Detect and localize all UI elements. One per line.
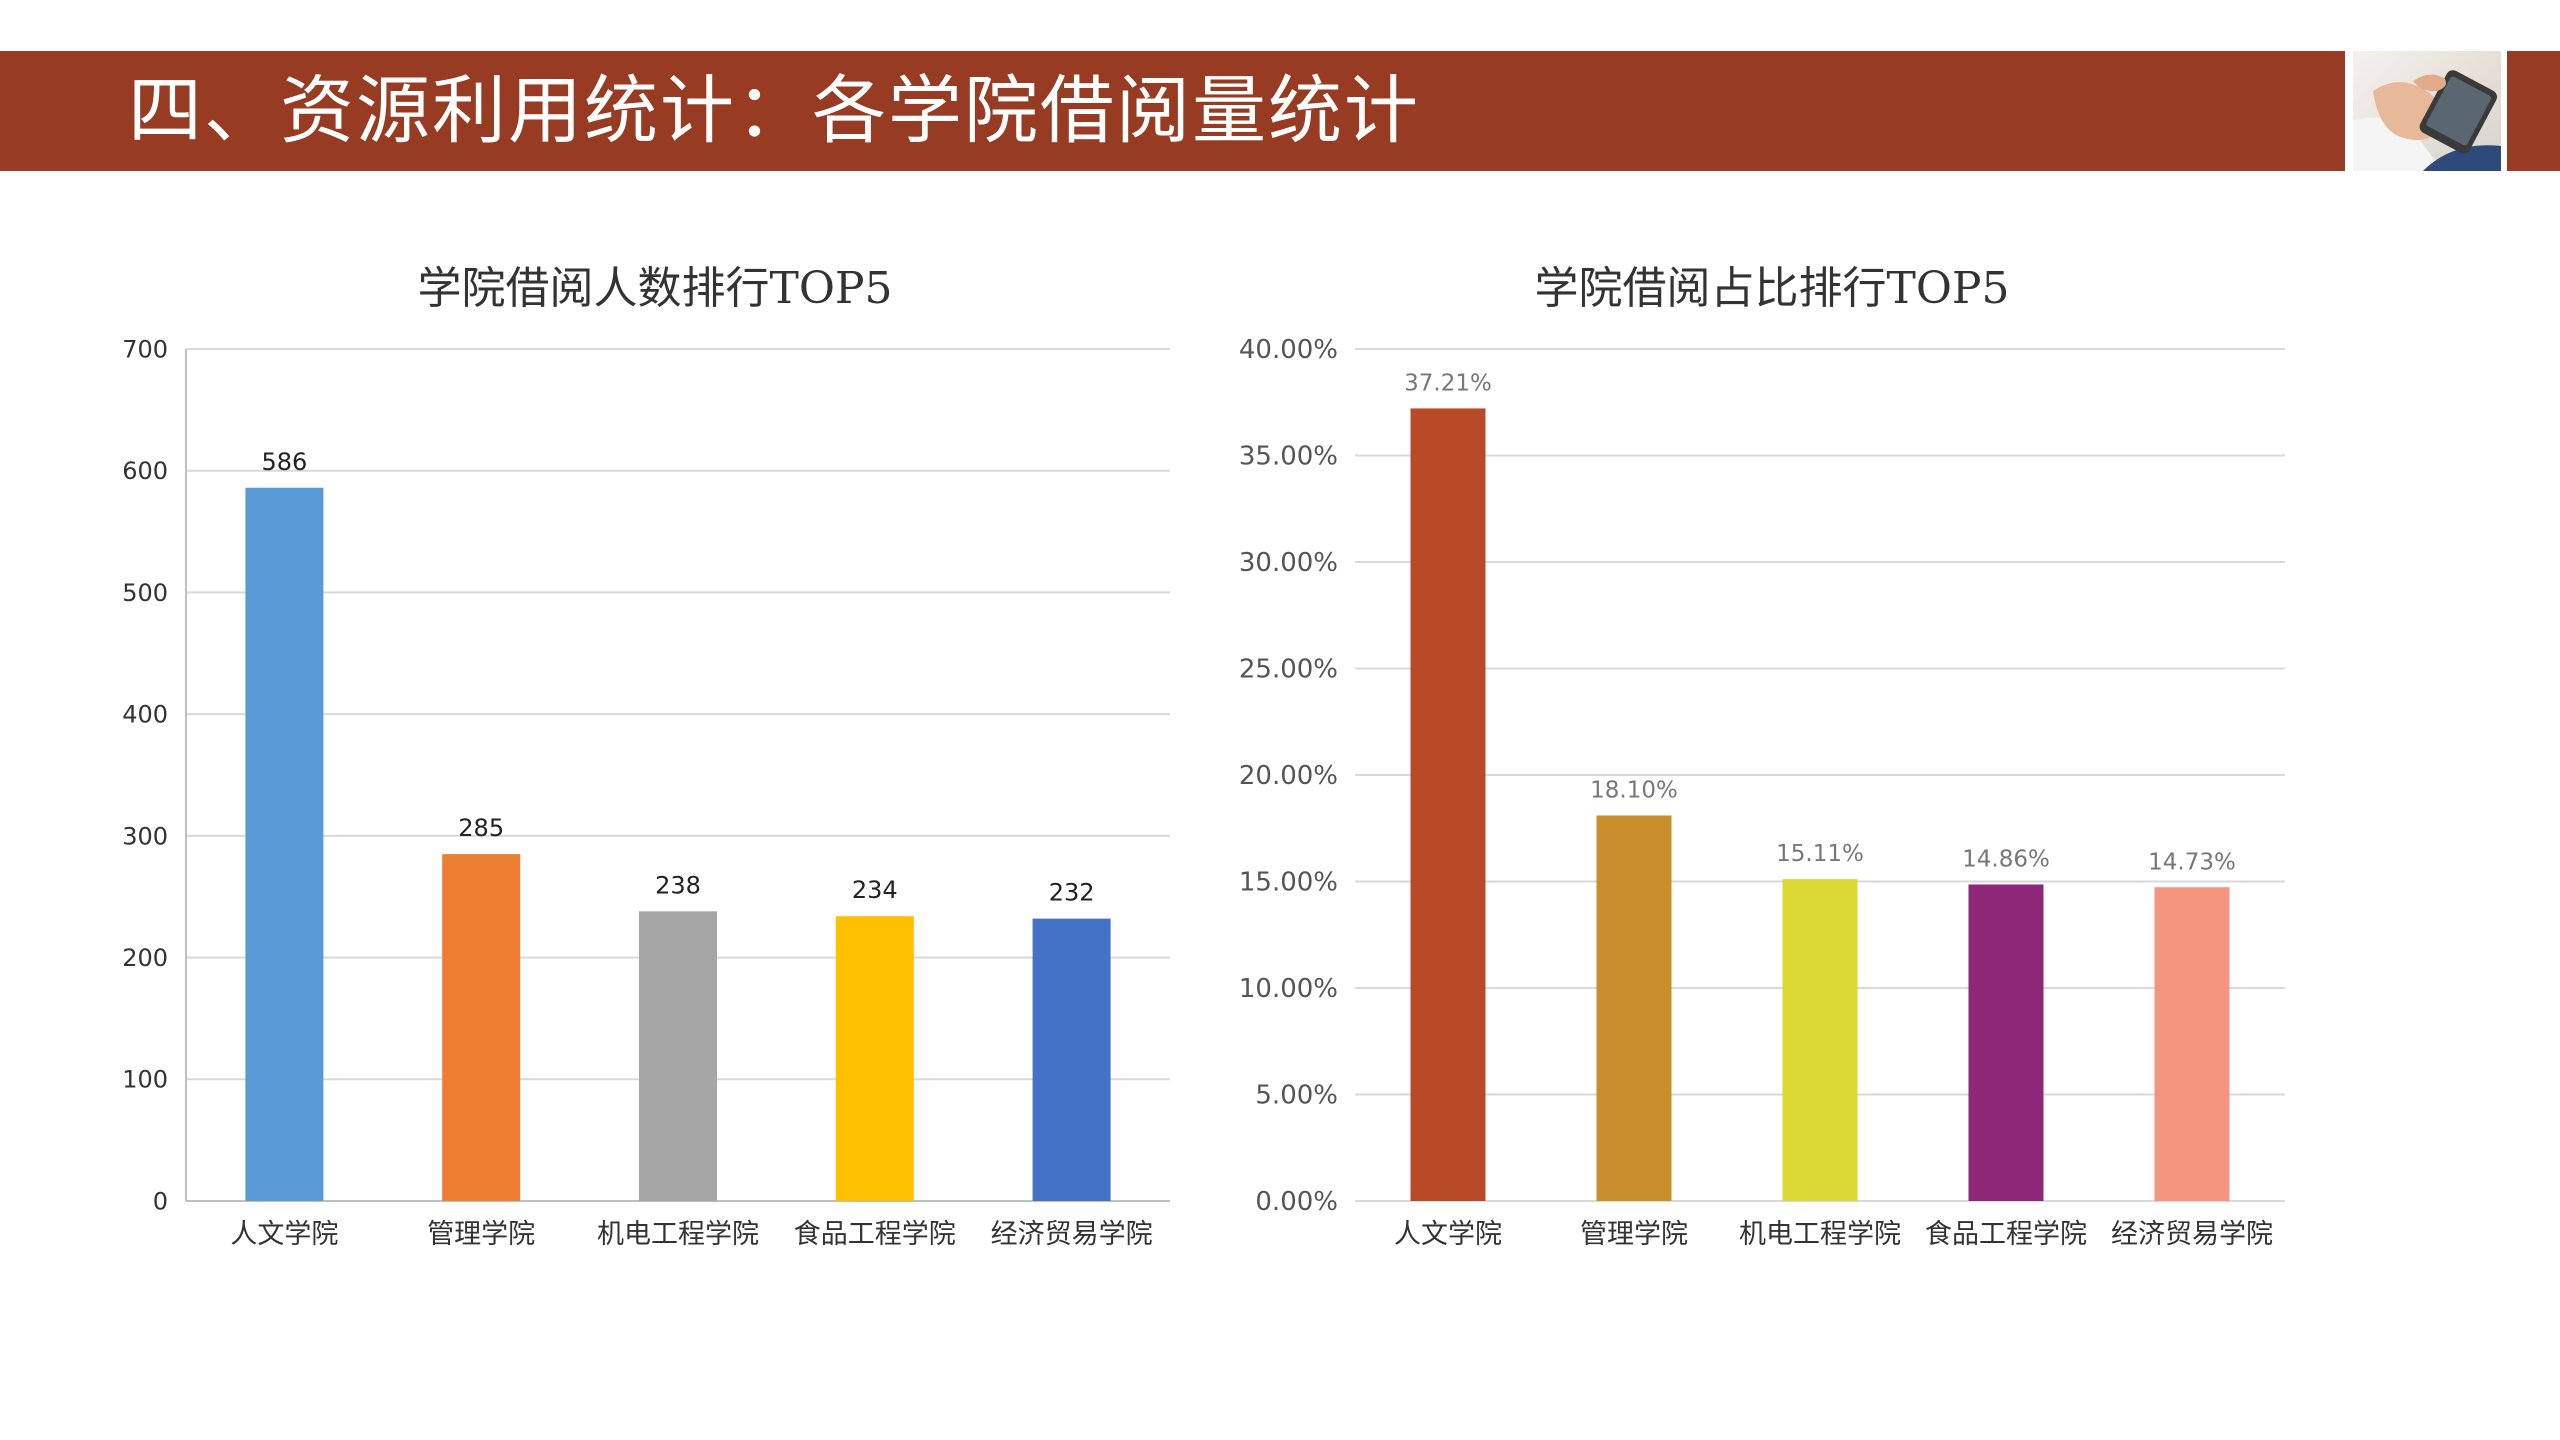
y-tick-label: 500 <box>122 579 168 607</box>
data-label: 15.11% <box>1776 841 1864 867</box>
bar <box>2154 887 2230 1201</box>
x-category-label: 食品工程学院 <box>794 1219 956 1250</box>
y-tick-label: 100 <box>122 1066 168 1094</box>
data-label: 234 <box>852 876 898 904</box>
y-tick-label: 700 <box>122 335 168 363</box>
chart-title-share: 学院借阅占比排行TOP5 <box>1534 263 2010 314</box>
y-tick-label: 600 <box>122 457 168 485</box>
x-category-label: 人文学院 <box>1394 1219 1502 1250</box>
bar <box>1596 815 1672 1201</box>
x-category-label: 人文学院 <box>230 1219 338 1250</box>
bar <box>245 487 324 1201</box>
data-label: 37.21% <box>1404 370 1492 396</box>
bar <box>442 854 521 1201</box>
y-tick-label: 0.00% <box>1255 1187 1338 1217</box>
y-tick-label: 5.00% <box>1255 1081 1338 1111</box>
bar <box>1032 918 1111 1201</box>
x-category-label: 管理学院 <box>1580 1219 1688 1250</box>
y-tick-label: 10.00% <box>1239 974 1338 1004</box>
y-tick-label: 25.00% <box>1239 655 1338 685</box>
bar <box>835 916 914 1201</box>
data-label: 14.86% <box>1962 846 2050 872</box>
y-tick-label: 200 <box>122 944 168 972</box>
x-category-label: 经济贸易学院 <box>991 1219 1153 1250</box>
phone-photo-image <box>2353 51 2501 171</box>
y-tick-label: 20.00% <box>1239 761 1338 791</box>
y-tick-label: 15.00% <box>1239 868 1338 898</box>
y-tick-label: 300 <box>122 822 168 850</box>
data-label: 18.10% <box>1590 777 1678 803</box>
bar <box>1968 884 2044 1201</box>
y-tick-label: 400 <box>122 701 168 729</box>
y-tick-label: 30.00% <box>1239 548 1338 578</box>
x-category-label: 机电工程学院 <box>1739 1219 1901 1250</box>
data-label: 285 <box>458 814 504 842</box>
data-label: 14.73% <box>2148 849 2236 875</box>
header-band-end <box>2507 51 2560 171</box>
bar <box>639 911 717 1201</box>
bar <box>1410 408 1486 1201</box>
y-tick-label: 0 <box>153 1187 168 1215</box>
x-category-label: 管理学院 <box>427 1219 535 1250</box>
chart-title-borrowers: 学院借阅人数排行TOP5 <box>417 263 893 314</box>
x-category-label: 机电工程学院 <box>597 1219 759 1250</box>
x-category-label: 经济贸易学院 <box>2111 1219 2273 1250</box>
page-title: 四、资源利用统计：各学院借阅量统计 <box>128 68 1420 154</box>
data-label: 232 <box>1049 879 1095 907</box>
y-tick-label: 40.00% <box>1239 335 1338 365</box>
data-label: 586 <box>261 448 307 476</box>
y-tick-label: 35.00% <box>1239 442 1338 472</box>
data-label: 238 <box>655 871 701 899</box>
bar <box>1782 879 1858 1201</box>
x-category-label: 食品工程学院 <box>1925 1219 2087 1250</box>
header-band <box>0 51 2345 171</box>
